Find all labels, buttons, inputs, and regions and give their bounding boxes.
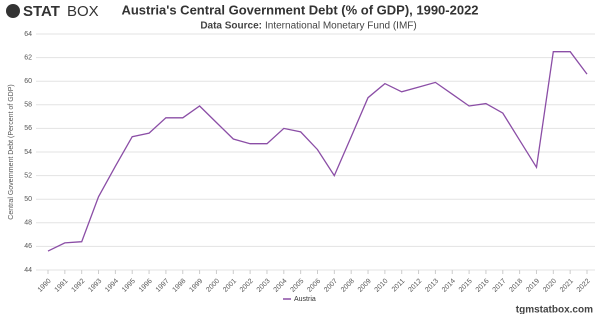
- x-tick-label: 1994: [104, 278, 120, 294]
- x-tick-label: 2014: [441, 278, 457, 294]
- y-axis-label: Central Government Debt (Percent of GDP): [8, 84, 15, 219]
- y-tick-label: 54: [24, 149, 32, 156]
- x-tick-label: 2017: [492, 278, 508, 294]
- watermark: tgmstatbox.com: [516, 305, 593, 314]
- y-tick-label: 52: [24, 172, 32, 179]
- x-tick-label: 1991: [54, 278, 70, 294]
- x-tick-label: 2009: [357, 278, 373, 294]
- legend-label: Austria: [294, 296, 316, 303]
- x-tick-label: 1992: [70, 278, 86, 294]
- x-tick-label: 2010: [374, 278, 390, 294]
- x-tick-label: 2001: [222, 278, 238, 294]
- x-tick-label: 1990: [37, 278, 53, 294]
- x-tick-label: 2021: [559, 278, 575, 294]
- chart-subtitle: International Monetary Fund (IMF): [265, 21, 417, 32]
- x-tick-label: 2000: [205, 278, 221, 294]
- x-tick-label: 2018: [508, 278, 524, 294]
- y-tick-label: 46: [24, 243, 32, 250]
- logo: STAT BOX: [6, 3, 99, 20]
- x-tick-label: 2016: [475, 278, 491, 294]
- x-tick-label: 2007: [323, 278, 339, 294]
- x-tick-label: 2002: [239, 278, 255, 294]
- y-tick-label: 62: [24, 54, 32, 61]
- x-tick-label: 2004: [273, 278, 289, 294]
- x-tick-label: 1993: [87, 278, 103, 294]
- x-tick-label: 2012: [407, 278, 423, 294]
- x-tick-label: 2006: [306, 278, 322, 294]
- x-tick-label: 2003: [256, 278, 272, 294]
- y-tick-label: 50: [24, 196, 32, 203]
- y-tick-label: 56: [24, 125, 32, 132]
- x-tick-label: 2015: [458, 278, 474, 294]
- source-label: Data Source:: [200, 21, 262, 32]
- x-tick-label: 1997: [155, 278, 171, 294]
- x-tick-label: 1996: [138, 278, 154, 294]
- x-tick-label: 1998: [172, 278, 188, 294]
- x-tick-label: 2011: [391, 278, 407, 294]
- y-tick-label: 58: [24, 102, 32, 109]
- logo-bold: STAT: [23, 3, 60, 20]
- x-tick-label: 1995: [121, 278, 137, 294]
- chart-title: Austria's Central Government Debt (% of …: [121, 2, 478, 17]
- x-tick-label: 2020: [542, 278, 558, 294]
- logo-icon: [6, 4, 20, 18]
- x-tick-label: 2005: [289, 278, 305, 294]
- series-line: [47, 51, 588, 252]
- x-tick-label: 2008: [340, 278, 356, 294]
- x-tick-label: 2013: [424, 278, 440, 294]
- y-tick-label: 48: [24, 220, 32, 227]
- y-tick-label: 60: [24, 78, 32, 85]
- x-tick-label: 1999: [188, 278, 204, 294]
- y-tick-label: 44: [24, 267, 32, 274]
- logo-light: BOX: [67, 3, 99, 20]
- x-tick-label: 2022: [576, 278, 592, 294]
- x-tick-label: 2019: [525, 278, 541, 294]
- y-tick-label: 64: [24, 31, 32, 38]
